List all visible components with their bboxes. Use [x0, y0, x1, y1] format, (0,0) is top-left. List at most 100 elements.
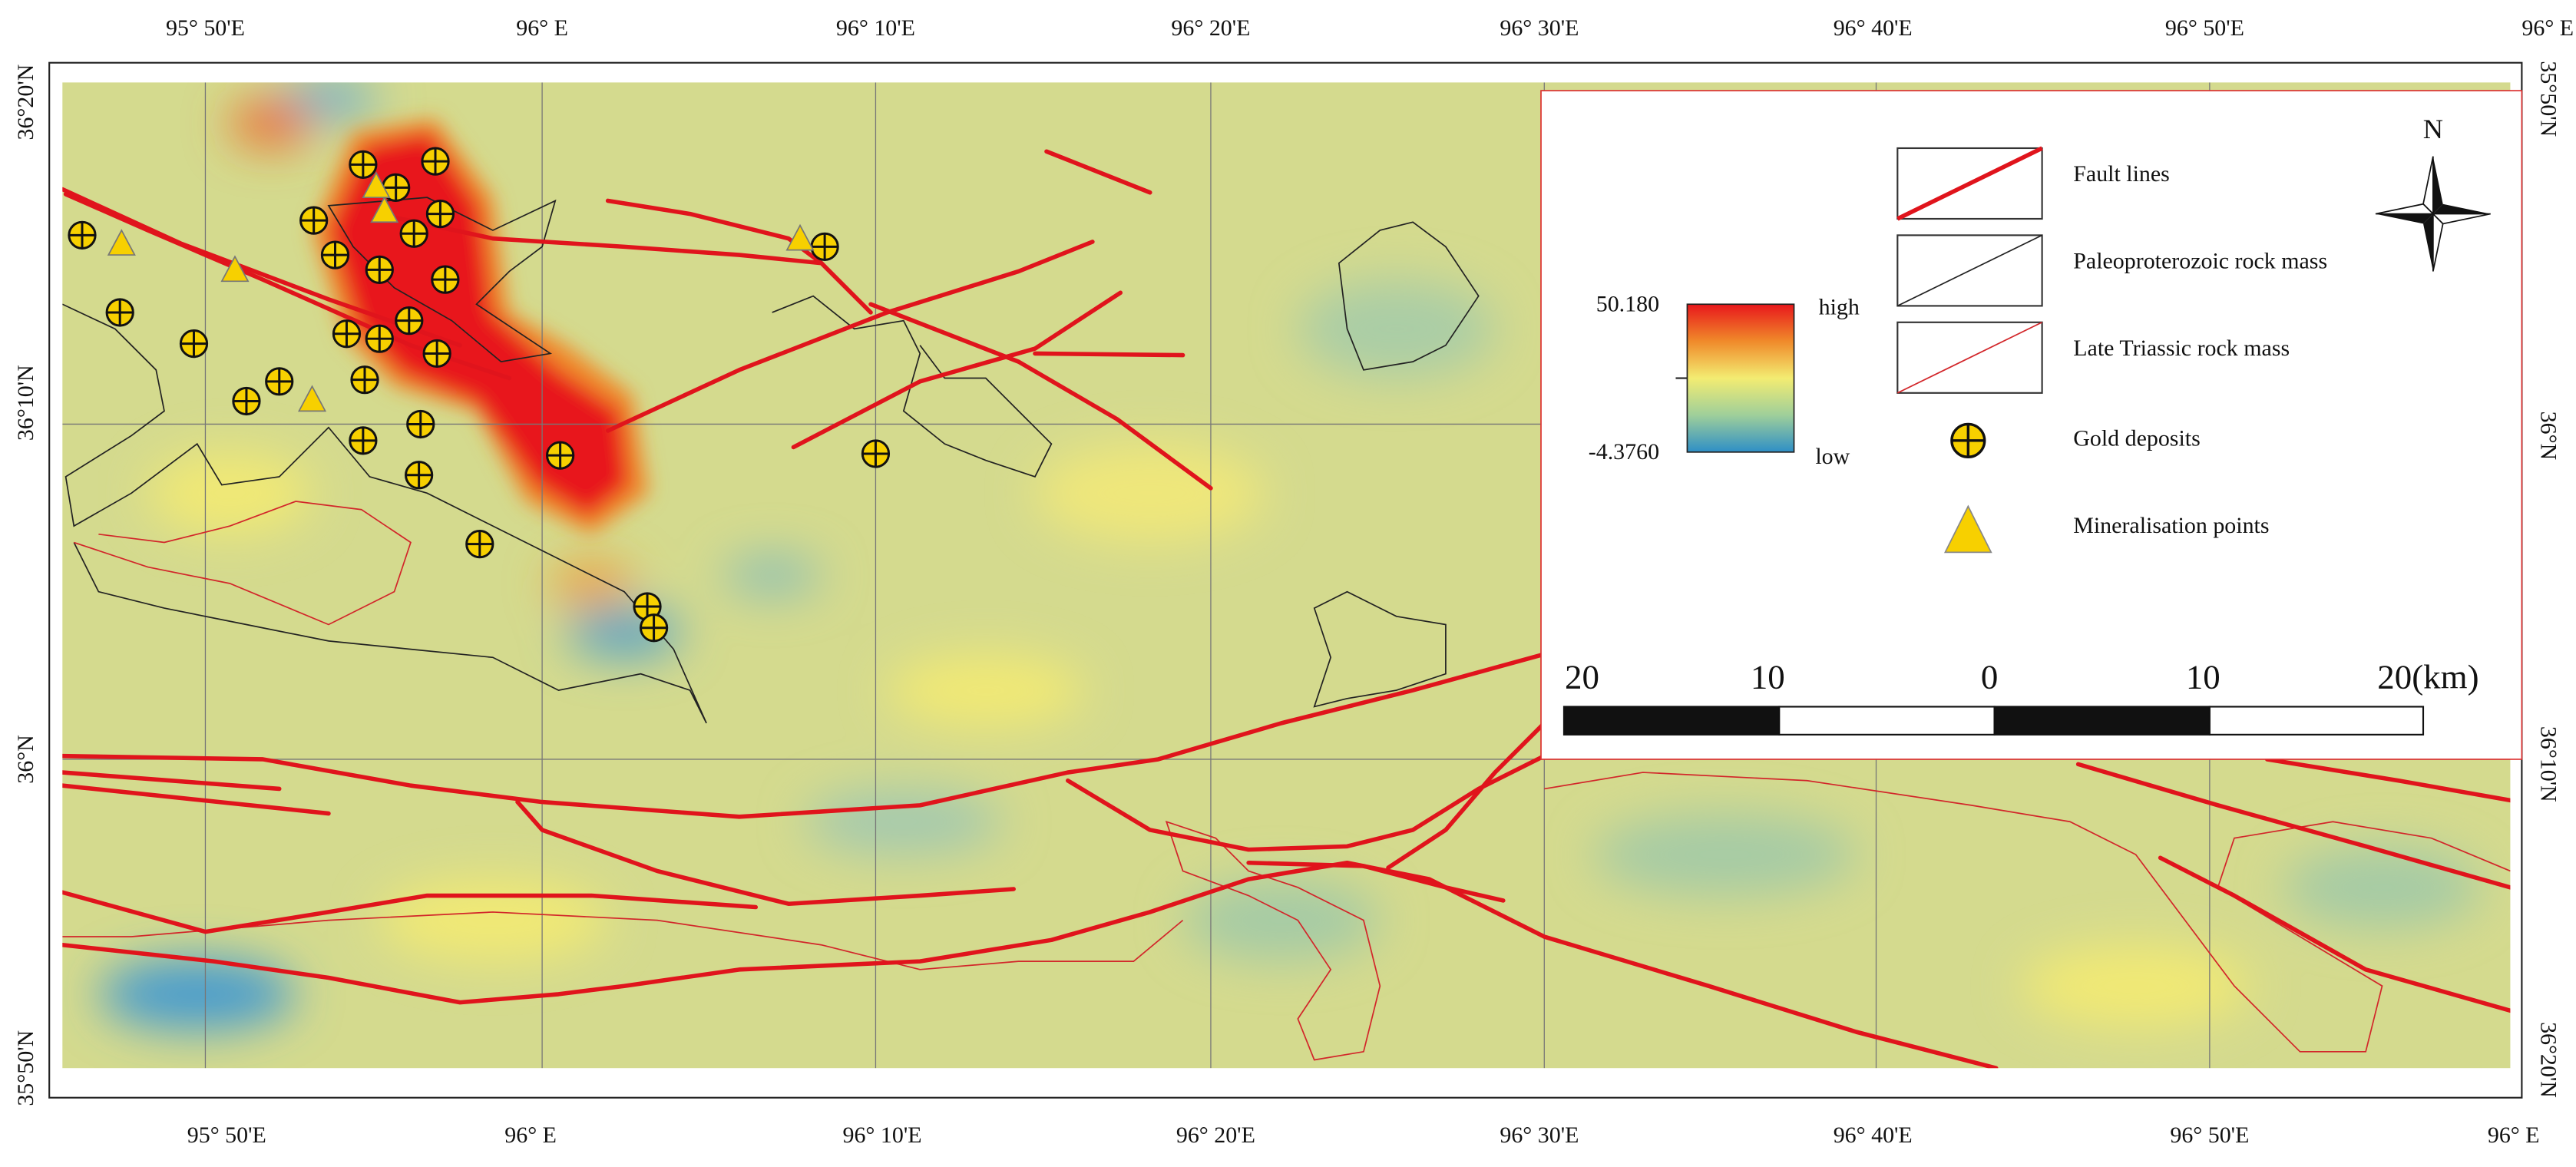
legend-swatch-line	[1896, 322, 2042, 394]
bottom-label: 95° 50'E	[187, 1122, 266, 1148]
mineralisation-point	[785, 223, 815, 251]
legend-item: Fault lines	[2073, 161, 2170, 187]
gold-deposit	[639, 613, 669, 643]
gold-deposit	[405, 461, 434, 490]
right-label: 36°N	[2536, 412, 2561, 461]
gold-deposit	[179, 329, 209, 359]
paleoproterozoic-outline	[1338, 221, 1480, 371]
scale-label: 20	[1565, 658, 1599, 696]
fault-line	[1246, 860, 1506, 903]
bottom-label: 96° 10'E	[842, 1122, 921, 1148]
fault-line	[1033, 351, 1185, 358]
legend-swatch	[1896, 147, 2043, 220]
fault-line	[62, 890, 759, 934]
color-low: low	[1815, 444, 1850, 469]
legend-swatch-line	[1896, 146, 2043, 221]
gold-deposit	[299, 206, 329, 235]
mineralisation-points	[107, 171, 815, 412]
scale-label: 20(km)	[2377, 658, 2478, 696]
gold-deposit	[320, 240, 350, 269]
mineralisation-point	[370, 196, 399, 223]
paleoproterozoic-outline	[1313, 590, 1447, 708]
top-label: 96° 40'E	[1834, 15, 1913, 41]
fault-line	[62, 187, 462, 348]
gold-deposit	[332, 319, 362, 349]
right-label: 36°20'N	[2536, 1022, 2561, 1098]
gold-deposit	[349, 150, 378, 179]
gold-deposit	[399, 219, 428, 248]
bottom-label: 96° E	[2488, 1122, 2540, 1148]
left-label: 35°50'N	[13, 1030, 38, 1106]
left-label: 36°20'N	[13, 64, 38, 141]
bottom-label: 96° 30'E	[1500, 1122, 1579, 1148]
fault-line	[868, 302, 1213, 491]
fault-line	[2158, 855, 2511, 1013]
gold-deposit	[425, 199, 455, 229]
fault-line	[1386, 721, 1547, 870]
north-arrow	[2375, 156, 2491, 272]
gold-deposit	[810, 232, 839, 261]
gold-deposit	[265, 367, 294, 396]
paleoproterozoic-outline	[772, 295, 1053, 478]
legend-item: Paleoproterozoic rock mass	[2073, 249, 2327, 274]
color-high: high	[1819, 295, 1860, 320]
gold-deposit	[350, 365, 379, 395]
legend-gold-icon	[1950, 422, 1986, 458]
right-label: 36°10'N	[2536, 726, 2561, 802]
left-label: 36°10'N	[13, 365, 38, 441]
gold-deposit	[546, 441, 575, 470]
bottom-label: 96° 20'E	[1176, 1122, 1255, 1148]
fault-line	[2075, 762, 2511, 890]
scale-bar	[1562, 706, 2425, 736]
bottom-label: 96° E	[504, 1122, 557, 1148]
legend-swatch	[1896, 234, 2043, 307]
fault-line	[62, 770, 282, 792]
fault-line	[1044, 149, 1152, 195]
legend-swatch	[1896, 321, 2043, 394]
top-label: 96° 30'E	[1500, 15, 1579, 41]
gold-deposit	[382, 173, 411, 202]
legend-swatch-line	[1896, 234, 2042, 307]
top-label: 96° 10'E	[836, 15, 915, 41]
fault-line	[791, 290, 1123, 450]
legend-triangle-icon	[1943, 504, 1992, 554]
top-label: 95° 50'E	[166, 15, 245, 41]
top-label: 96° E	[2521, 15, 2574, 41]
gold-deposit	[422, 339, 451, 369]
top-label: 96° 20'E	[1171, 15, 1250, 41]
bottom-label: 96° 50'E	[2170, 1122, 2249, 1148]
gold-deposit	[431, 265, 460, 294]
gold-deposit	[365, 255, 394, 284]
gold-deposit	[395, 306, 424, 336]
legend-item: Late Triassic rock mass	[2073, 336, 2290, 361]
right-label: 35°50'N	[2536, 61, 2561, 137]
gold-deposits	[68, 147, 891, 643]
fault-line	[62, 652, 1547, 819]
gold-deposit	[365, 324, 394, 353]
paleoproterozoic-outline	[62, 303, 707, 724]
fault-line	[62, 860, 1999, 1069]
late-triassic-outline	[74, 501, 412, 626]
color-min: -4.3760	[1589, 439, 1659, 464]
left-label: 36°N	[13, 735, 38, 784]
gold-deposit	[861, 439, 891, 468]
color-max: 50.180	[1596, 291, 1659, 316]
gold-deposit	[105, 298, 134, 327]
scale-label: 10	[1751, 658, 1785, 696]
gold-deposit	[465, 530, 494, 559]
legend-item: Gold deposits	[2073, 426, 2201, 451]
scale-label: 0	[1981, 658, 1998, 696]
mineralisation-point	[297, 385, 327, 412]
late-triassic-outline	[1544, 772, 2511, 1053]
top-label: 96° 50'E	[2165, 15, 2244, 41]
mineralisation-point	[362, 171, 391, 199]
gold-deposit	[349, 426, 378, 455]
legend-item: Mineralisation points	[2073, 513, 2269, 538]
mineralisation-point	[107, 229, 136, 256]
scale-label: 10	[2186, 658, 2221, 696]
north-label: N	[2423, 114, 2443, 144]
bottom-label: 96° 40'E	[1834, 1122, 1913, 1148]
fault-line	[515, 799, 1016, 907]
gold-deposit	[68, 220, 97, 250]
